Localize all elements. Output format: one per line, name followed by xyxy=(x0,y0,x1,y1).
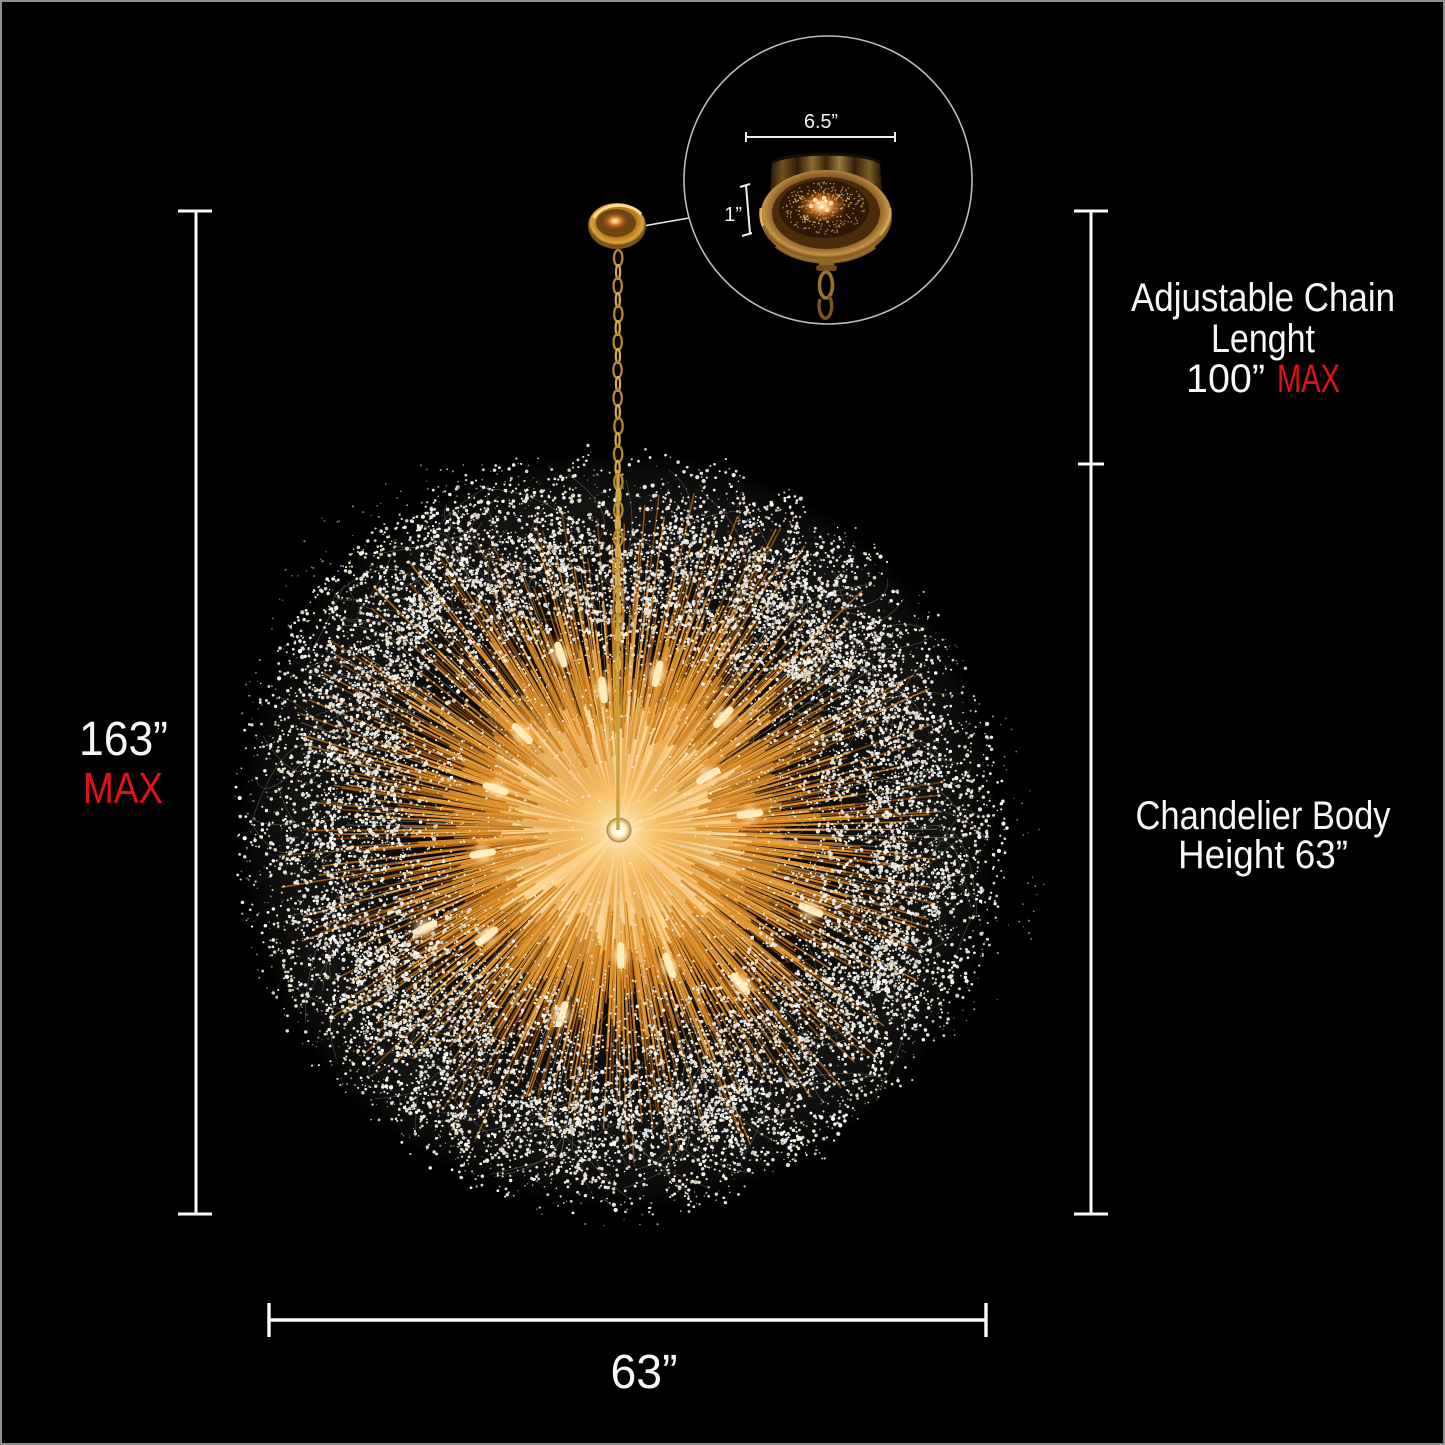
svg-text:163”: 163” xyxy=(79,713,168,766)
svg-text:6.5”: 6.5” xyxy=(804,111,838,133)
svg-text:Chandelier Body: Chandelier Body xyxy=(1136,794,1391,838)
svg-text:MAX: MAX xyxy=(83,764,163,813)
svg-text:100”: 100” xyxy=(1186,357,1265,401)
svg-text:Adjustable Chain: Adjustable Chain xyxy=(1131,276,1395,320)
svg-text:63”: 63” xyxy=(611,1346,678,1399)
svg-text:1”: 1” xyxy=(724,204,742,226)
svg-text:Height 63”: Height 63” xyxy=(1178,833,1348,877)
svg-text:MAX: MAX xyxy=(1277,357,1340,401)
svg-text:Lenght: Lenght xyxy=(1211,317,1315,361)
